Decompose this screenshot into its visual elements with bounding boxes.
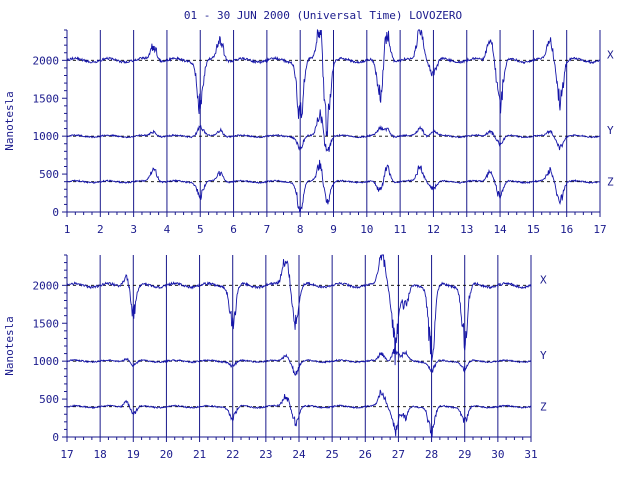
bottom-x-tick-label: 27 bbox=[392, 448, 405, 461]
bottom-series-label-z: Z bbox=[540, 401, 547, 414]
bottom-y-tick-label: 1500 bbox=[33, 317, 60, 330]
bottom-x-tick-label: 30 bbox=[491, 448, 504, 461]
top-x-tick-label: 11 bbox=[394, 223, 407, 236]
top-trace-z bbox=[66, 159, 601, 213]
top-x-tick-label: 5 bbox=[197, 223, 204, 236]
top-y-tick-label: 2000 bbox=[33, 54, 60, 67]
top-y-tick-label: 1500 bbox=[33, 92, 60, 105]
bottom-trace-y bbox=[66, 347, 532, 376]
bottom-x-tick-label: 24 bbox=[292, 448, 306, 461]
top-x-tick-label: 10 bbox=[360, 223, 373, 236]
top-trace-x bbox=[66, 28, 601, 137]
bottom-trace-z bbox=[66, 389, 532, 438]
bottom-y-tick-label: 500 bbox=[39, 393, 59, 406]
top-x-tick-label: 16 bbox=[560, 223, 573, 236]
chart-title: 01 - 30 JUN 2000 (Universal Time) LOVOZE… bbox=[184, 9, 462, 22]
bottom-x-tick-label: 22 bbox=[226, 448, 239, 461]
top-x-tick-label: 13 bbox=[460, 223, 473, 236]
top-x-tick-label: 7 bbox=[264, 223, 271, 236]
bottom-panel: 0 500 1000 1500 2000 Nanotesla 17 18 19 20 21 22 23 2… bbox=[3, 254, 547, 461]
top-x-tick-label: 6 bbox=[230, 223, 237, 236]
bottom-y-tick-label: 2000 bbox=[33, 279, 60, 292]
top-x-tick-label: 14 bbox=[493, 223, 507, 236]
bottom-x-tick-label: 17 bbox=[60, 448, 73, 461]
bottom-x-tick-label: 31 bbox=[524, 448, 537, 461]
bottom-x-tick-label: 26 bbox=[359, 448, 372, 461]
top-x-tick-label: 9 bbox=[330, 223, 337, 236]
bottom-series-label-y: Y bbox=[540, 349, 547, 362]
top-x-tick-label: 3 bbox=[130, 223, 137, 236]
bottom-series-label-x: X bbox=[540, 273, 547, 286]
top-x-tick-label: 15 bbox=[527, 223, 540, 236]
bottom-x-tick-label: 18 bbox=[94, 448, 107, 461]
bottom-x-tick-label: 28 bbox=[425, 448, 438, 461]
bottom-y-tick-label: 1000 bbox=[33, 355, 60, 368]
top-x-tick-label: 8 bbox=[297, 223, 304, 236]
bottom-y-axis-label: Nanotesla bbox=[3, 316, 16, 376]
bottom-x-tick-label: 20 bbox=[160, 448, 173, 461]
bottom-y-tick-label: 0 bbox=[52, 431, 59, 444]
top-trace-y bbox=[66, 109, 601, 152]
bottom-x-tick-label: 19 bbox=[127, 448, 140, 461]
top-series-label-y: Y bbox=[607, 124, 614, 137]
bottom-x-tick-label: 21 bbox=[193, 448, 206, 461]
top-y-tick-label: 0 bbox=[52, 206, 59, 219]
top-y-tick-label: 500 bbox=[39, 168, 59, 181]
top-y-axis-label: Nanotesla bbox=[3, 91, 16, 151]
top-x-tick-label: 1 bbox=[64, 223, 71, 236]
top-series-label-x: X bbox=[607, 48, 614, 61]
top-x-tick-label: 4 bbox=[164, 223, 171, 236]
bottom-x-tick-label: 29 bbox=[458, 448, 471, 461]
top-series-label-z: Z bbox=[607, 176, 614, 189]
top-y-tick-label: 1000 bbox=[33, 130, 60, 143]
top-x-tick-label: 12 bbox=[427, 223, 440, 236]
bottom-x-tick-label: 23 bbox=[259, 448, 272, 461]
top-x-tick-label: 17 bbox=[593, 223, 606, 236]
bottom-x-tick-label: 25 bbox=[326, 448, 339, 461]
top-x-tick-label: 2 bbox=[97, 223, 104, 236]
bottom-trace-x bbox=[66, 254, 532, 366]
